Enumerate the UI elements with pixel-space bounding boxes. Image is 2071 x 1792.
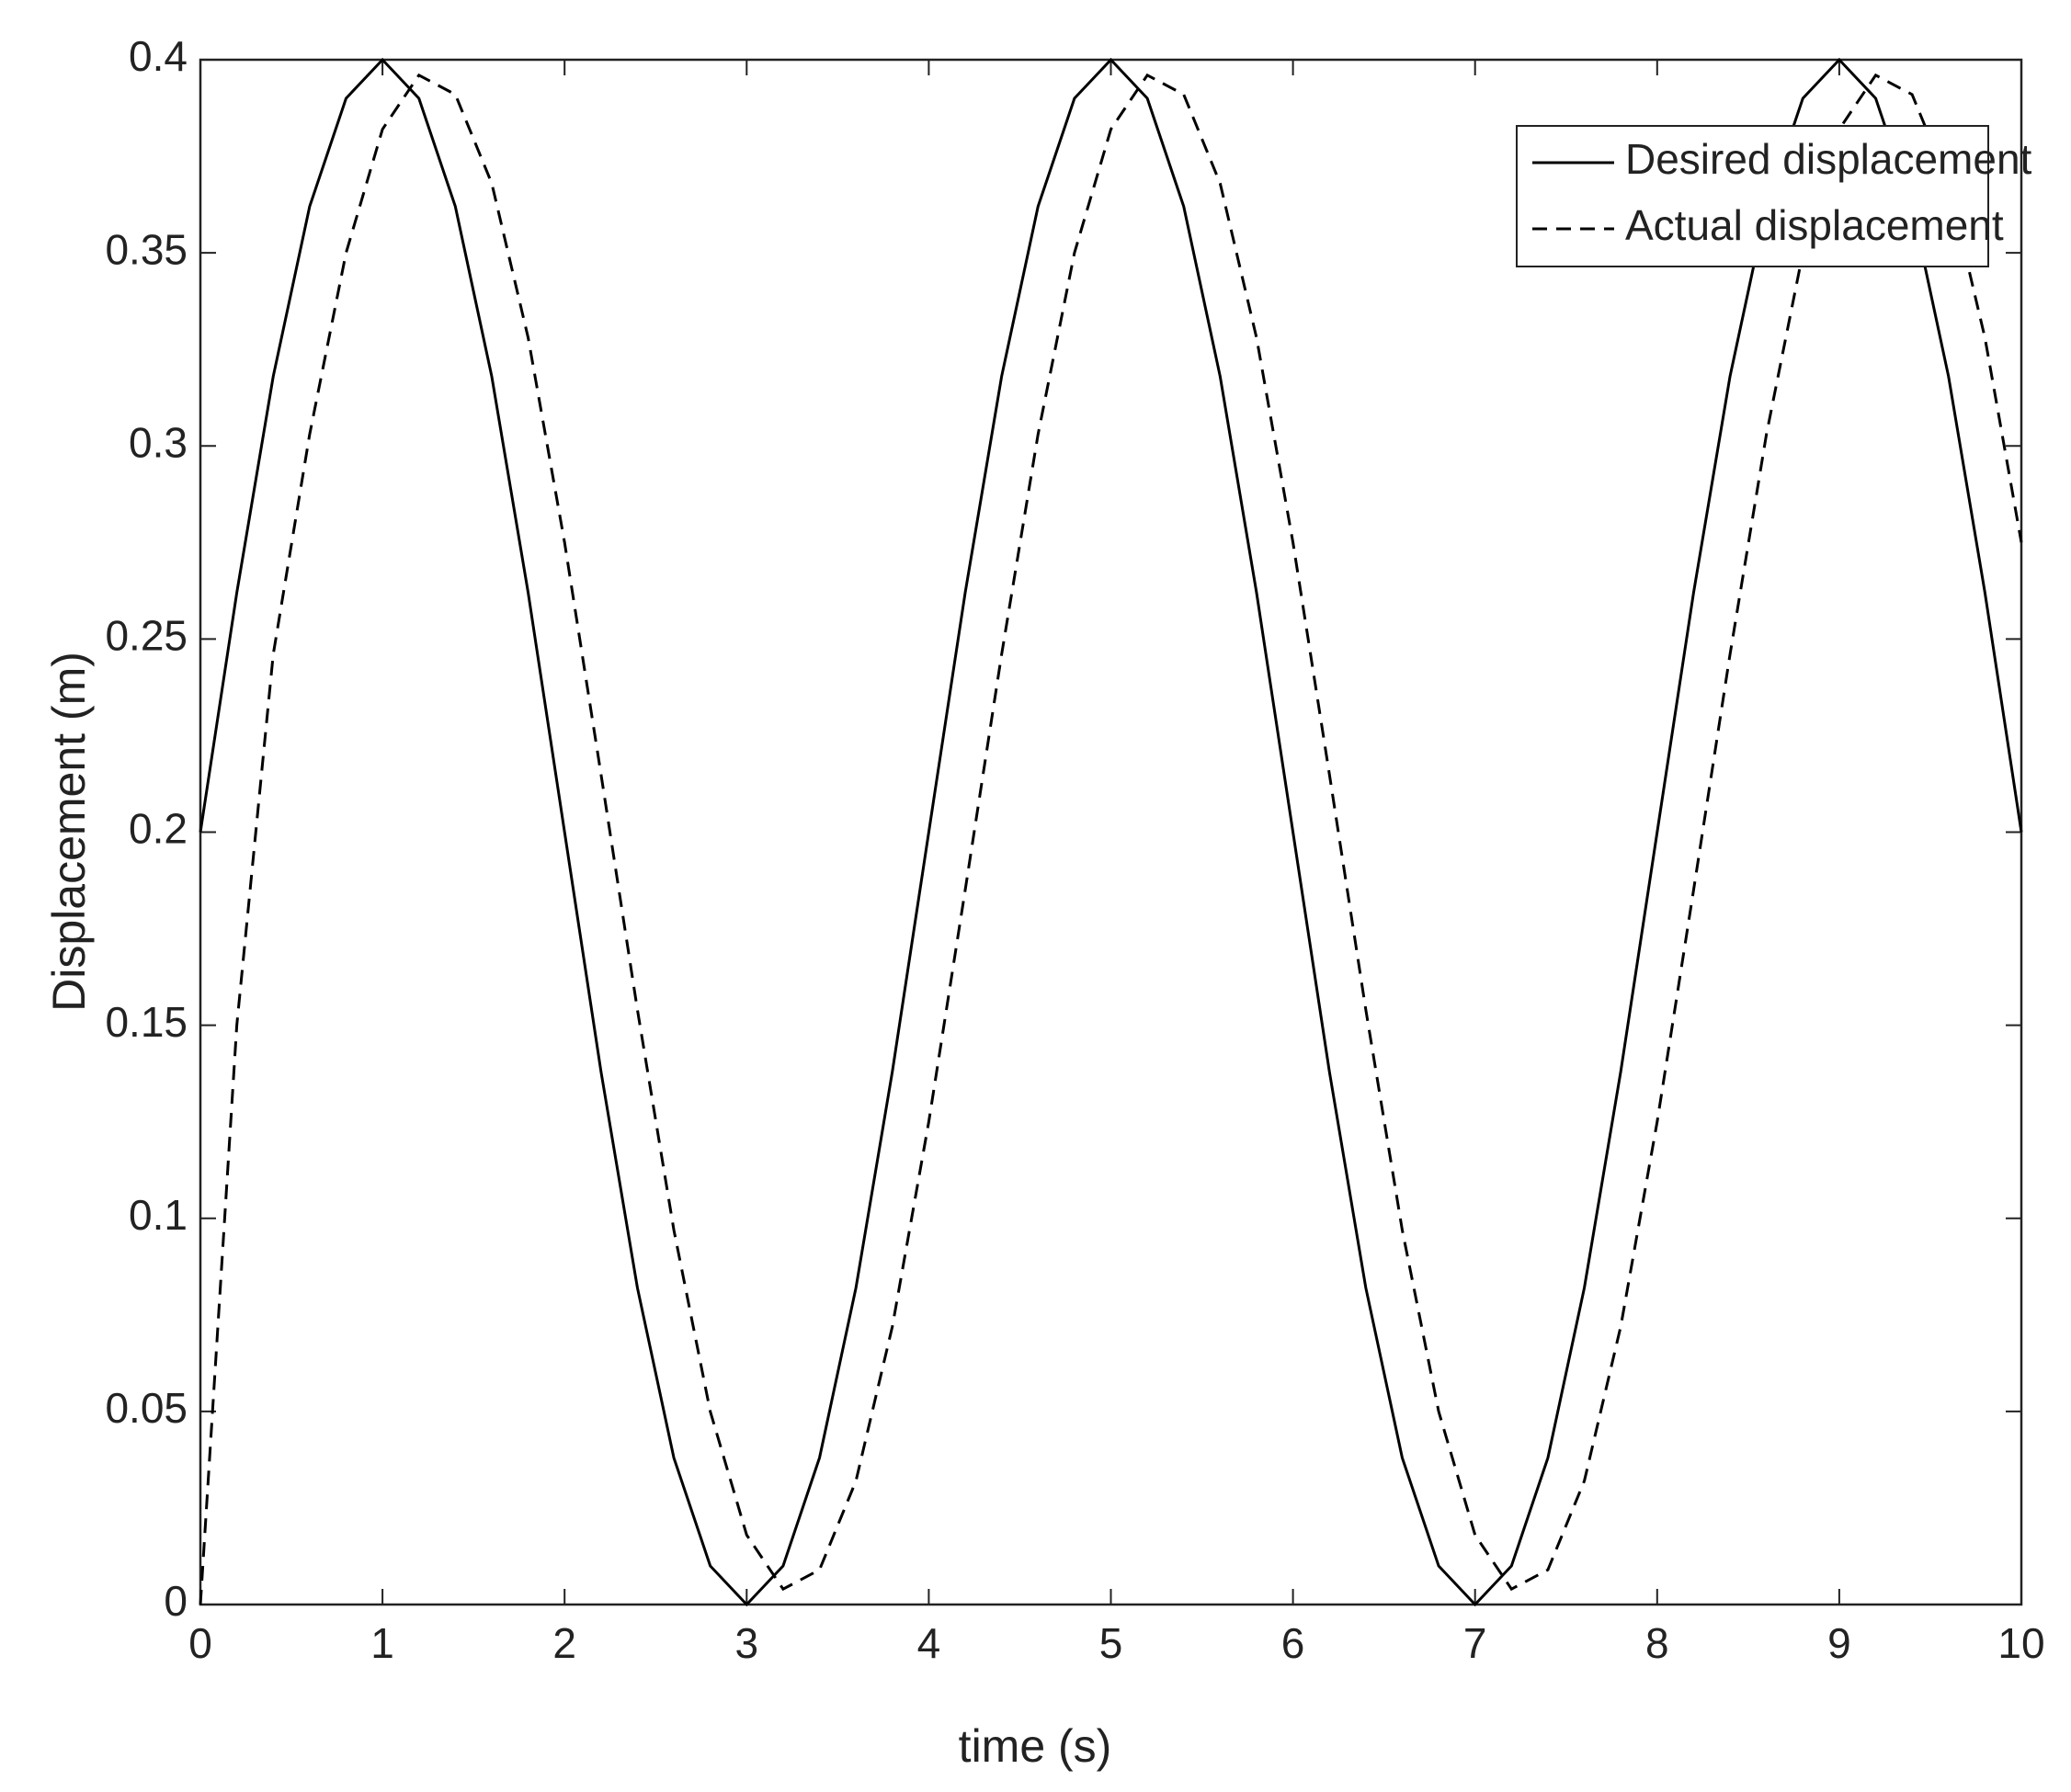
x-tick-label: 4 — [917, 1619, 941, 1667]
legend-box — [1516, 125, 1989, 267]
x-tick-label: 2 — [552, 1619, 576, 1667]
data-line — [199, 57, 2023, 1607]
y-tick-label: 0.25 — [105, 612, 188, 660]
x-tick-label: 8 — [1645, 1619, 1669, 1667]
x-tick-label: 10 — [1997, 1619, 2044, 1667]
legend-label: Desired displacement — [1625, 135, 2032, 183]
x-tick-label: 1 — [370, 1619, 394, 1667]
y-tick-label: 0 — [164, 1577, 188, 1625]
y-tick-label: 0.35 — [105, 225, 188, 273]
x-tick-label: 6 — [1281, 1619, 1305, 1667]
legend-label: Actual displacement — [1625, 201, 2004, 249]
x-tick-label: 0 — [188, 1619, 212, 1667]
y-tick-label: 0.15 — [105, 998, 188, 1046]
y-tick-label: 0.4 — [129, 32, 188, 80]
x-axis-label: time (s) — [959, 1720, 1112, 1772]
y-axis-label: Displacement (m) — [43, 652, 95, 1012]
x-tick-label: 9 — [1827, 1619, 1851, 1667]
y-tick-label: 0.3 — [129, 418, 188, 466]
y-tick-label: 0.05 — [105, 1384, 188, 1432]
y-tick-label: 0.2 — [129, 805, 188, 853]
y-tick-label: 0.1 — [129, 1191, 188, 1239]
x-tick-label: 7 — [1463, 1619, 1487, 1667]
x-tick-label: 5 — [1099, 1619, 1123, 1667]
x-tick-label: 3 — [735, 1619, 759, 1667]
data-line — [199, 73, 2023, 1605]
